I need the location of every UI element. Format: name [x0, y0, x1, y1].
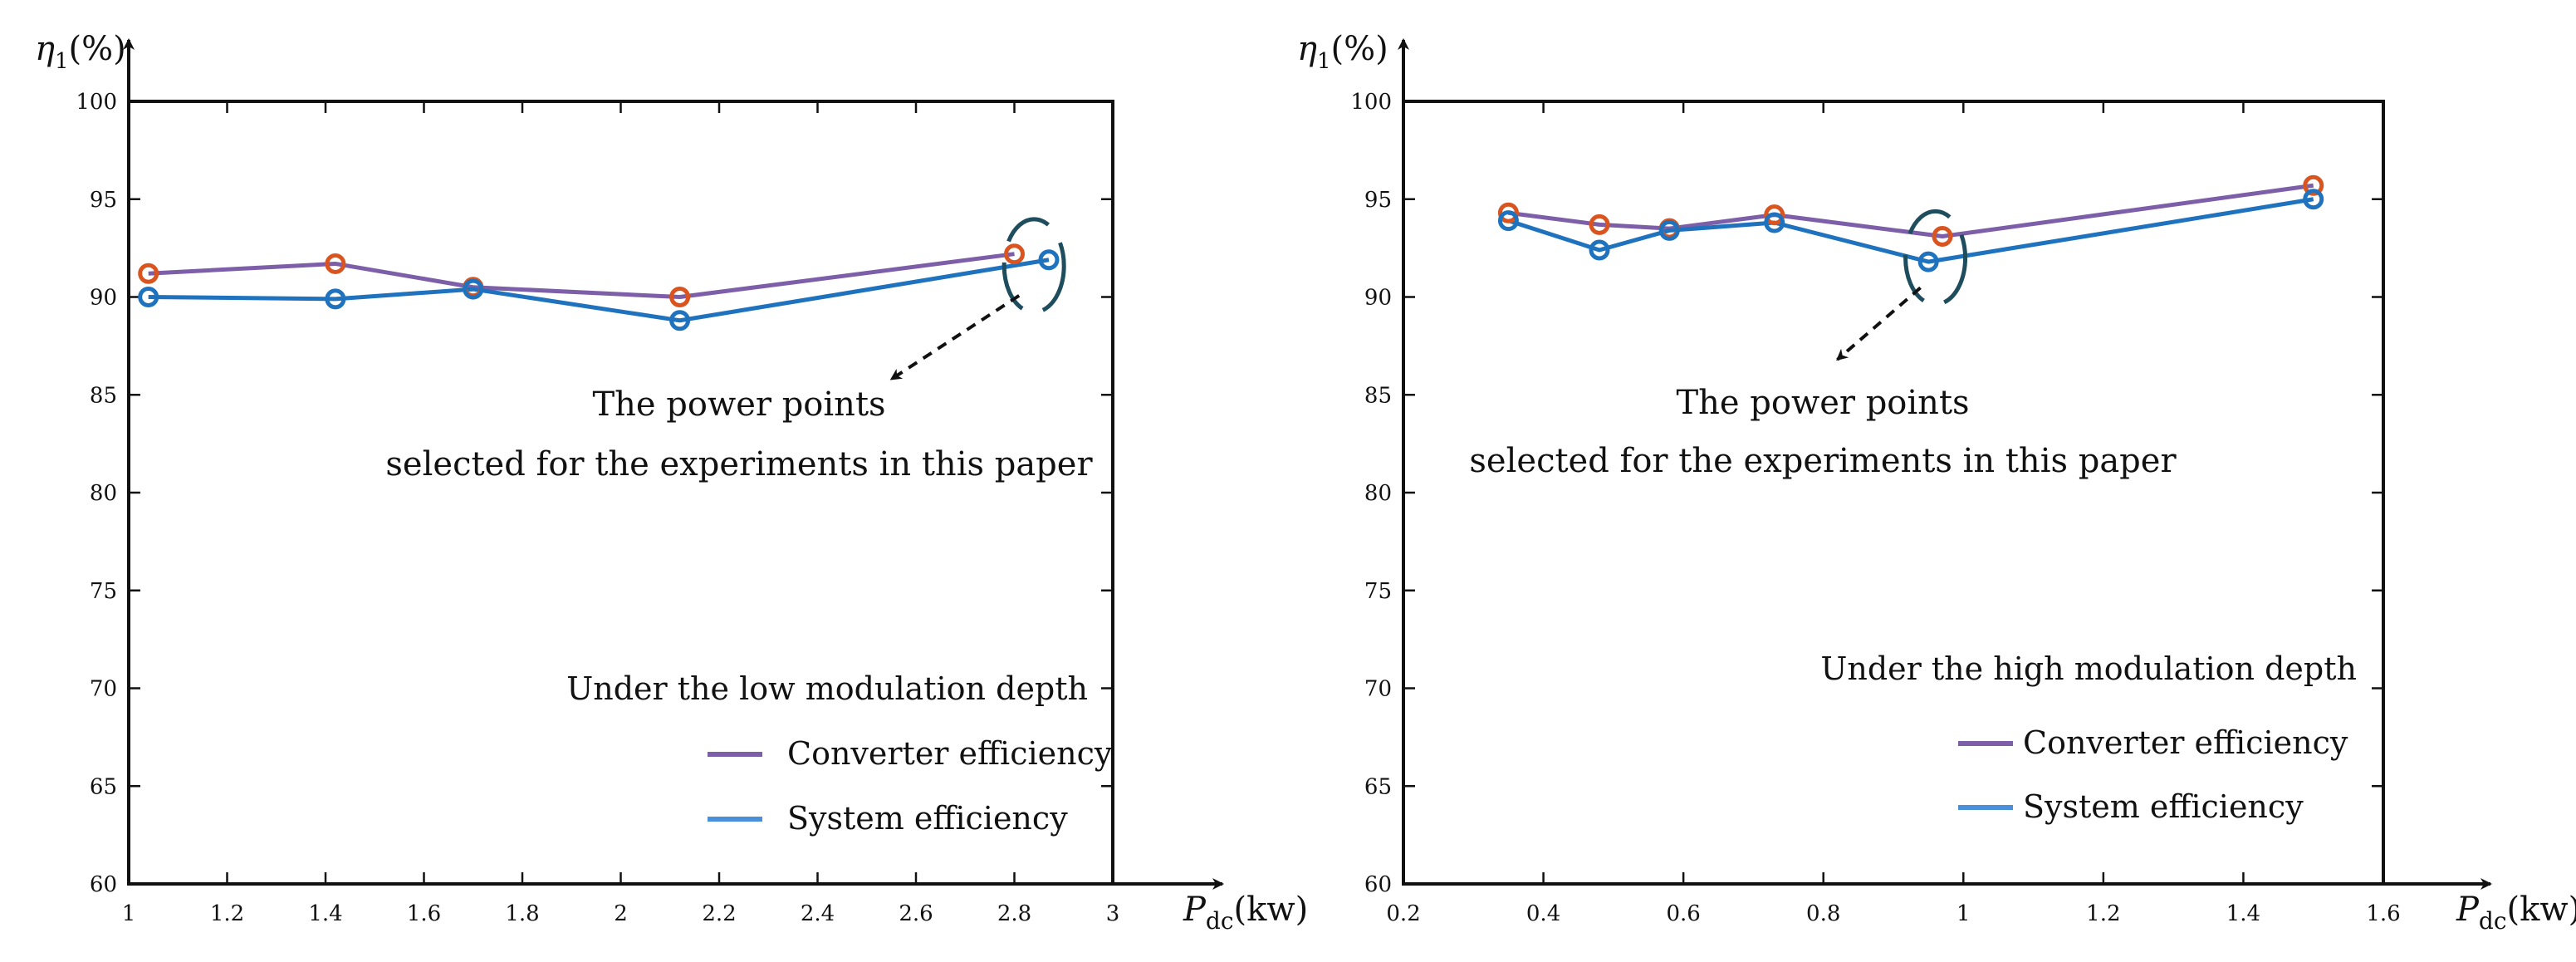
- annotation-line: The power points: [1676, 384, 1969, 422]
- x-tick-label: 1.2: [210, 901, 244, 926]
- chart-high-modulation: 60 65 70 75 80 85 90 95 100 0.2 0.4 0.6 0.8 1 1.2 1.4 1.…: [1297, 30, 2576, 935]
- x-tick-label: 0.6: [1666, 901, 1700, 926]
- y-tick-label: 95: [90, 188, 117, 213]
- y-tick-label: 100: [76, 90, 117, 115]
- data-point-converter: [1932, 225, 1953, 247]
- x-tick-label: 2.8: [997, 901, 1031, 926]
- data-point-converter: [669, 287, 691, 307]
- y-tick-label: 75: [90, 579, 117, 604]
- x-tick-label: 0.8: [1806, 901, 1840, 926]
- x-tick-label: 2.4: [801, 901, 835, 926]
- series-line-system: [1507, 197, 2314, 264]
- y-tick-label: 100: [1350, 90, 1392, 115]
- series-line-converter: [1508, 183, 2314, 238]
- annotation-line: selected for the experiments in this pap…: [385, 445, 1093, 483]
- highlight-ellipse: [1903, 209, 1968, 307]
- y-tick-label: 80: [90, 481, 117, 506]
- data-point-system: [669, 310, 691, 331]
- chart-low-modulation: 60 65 70 75 80 85 90 95 100 1 1.2 1.4 1.6 1.8 2 2.2 2.4 2…: [35, 30, 1308, 935]
- y-tick-label: 90: [90, 286, 117, 311]
- data-point-system: [1497, 210, 1519, 232]
- series-line-converter: [148, 252, 1015, 299]
- data-point-system: [463, 278, 484, 300]
- y-tick-label: 70: [90, 677, 117, 702]
- data-point-system: [1038, 249, 1060, 271]
- legend-title: Under the low modulation depth: [566, 670, 1088, 707]
- x-tick-label: 1.4: [308, 901, 342, 926]
- x-tick-label: 1.8: [505, 901, 539, 926]
- series-line-system: [148, 258, 1050, 323]
- y-tick-label: 75: [1364, 579, 1392, 604]
- annotation-line: The power points: [592, 385, 885, 424]
- y-tick-label: 65: [1364, 774, 1392, 799]
- data-point-system: [2303, 189, 2324, 210]
- data-point-system: [1658, 219, 1680, 241]
- y-tick-label: 70: [1364, 677, 1392, 702]
- x-axis-label: Pdc(kw): [2456, 891, 2576, 935]
- highlight-ellipse: [1002, 217, 1066, 315]
- data-point-system: [325, 288, 346, 310]
- x-tick-label: 3: [1106, 901, 1120, 926]
- y-tick-label: 60: [90, 872, 117, 897]
- data-point-system: [1764, 212, 1785, 233]
- x-tick-label: 1.4: [2226, 901, 2260, 926]
- data-point-converter: [325, 253, 346, 274]
- legend-label-converter: Converter efficiency: [787, 735, 1113, 772]
- x-tick-label: 2.2: [702, 901, 736, 926]
- x-tick-label: 0.4: [1526, 901, 1560, 926]
- legend-title: Under the high modulation depth: [1820, 650, 2357, 687]
- data-point-system: [138, 287, 159, 307]
- x-tick-label: 1: [1956, 901, 1971, 926]
- data-point-system: [1589, 239, 1610, 261]
- x-tick-label: 1: [122, 901, 136, 926]
- x-tick-label: 2: [614, 901, 628, 926]
- annotation-arrow: [1836, 286, 1922, 361]
- data-point-converter: [1004, 243, 1025, 265]
- x-axis-label: Pdc(kw): [1183, 891, 1308, 935]
- legend-label-system: System efficiency: [787, 800, 1068, 837]
- y-tick-label: 90: [1364, 286, 1392, 311]
- y-tick-label: 60: [1364, 872, 1392, 897]
- x-tick-label: 1.6: [407, 901, 441, 926]
- data-point-converter: [138, 263, 159, 284]
- x-tick-label: 1.6: [2366, 901, 2400, 926]
- data-point-converter: [1589, 214, 1610, 235]
- y-tick-label: 95: [1364, 188, 1392, 213]
- annotation-arrow: [889, 294, 1021, 381]
- annotation-line: selected for the experiments in this pap…: [1469, 442, 2177, 480]
- y-tick-label: 85: [1364, 383, 1392, 408]
- x-tick-label: 0.2: [1386, 901, 1420, 926]
- data-point-converter: [1497, 202, 1519, 223]
- legend-label-system: System efficiency: [2023, 788, 2304, 825]
- y-tick-label: 85: [90, 383, 117, 408]
- data-point-system: [1917, 251, 1939, 272]
- data-point-converter: [1764, 204, 1785, 226]
- y-tick-label: 80: [1364, 481, 1392, 506]
- y-tick-label: 65: [90, 774, 117, 799]
- y-axis-label: η1(%): [1297, 30, 1388, 74]
- x-tick-label: 2.6: [899, 901, 933, 926]
- x-tick-label: 1.2: [2086, 901, 2120, 926]
- data-point-converter: [2303, 174, 2324, 196]
- legend-label-converter: Converter efficiency: [2023, 724, 2348, 761]
- y-axis-label: η1(%): [35, 30, 126, 74]
